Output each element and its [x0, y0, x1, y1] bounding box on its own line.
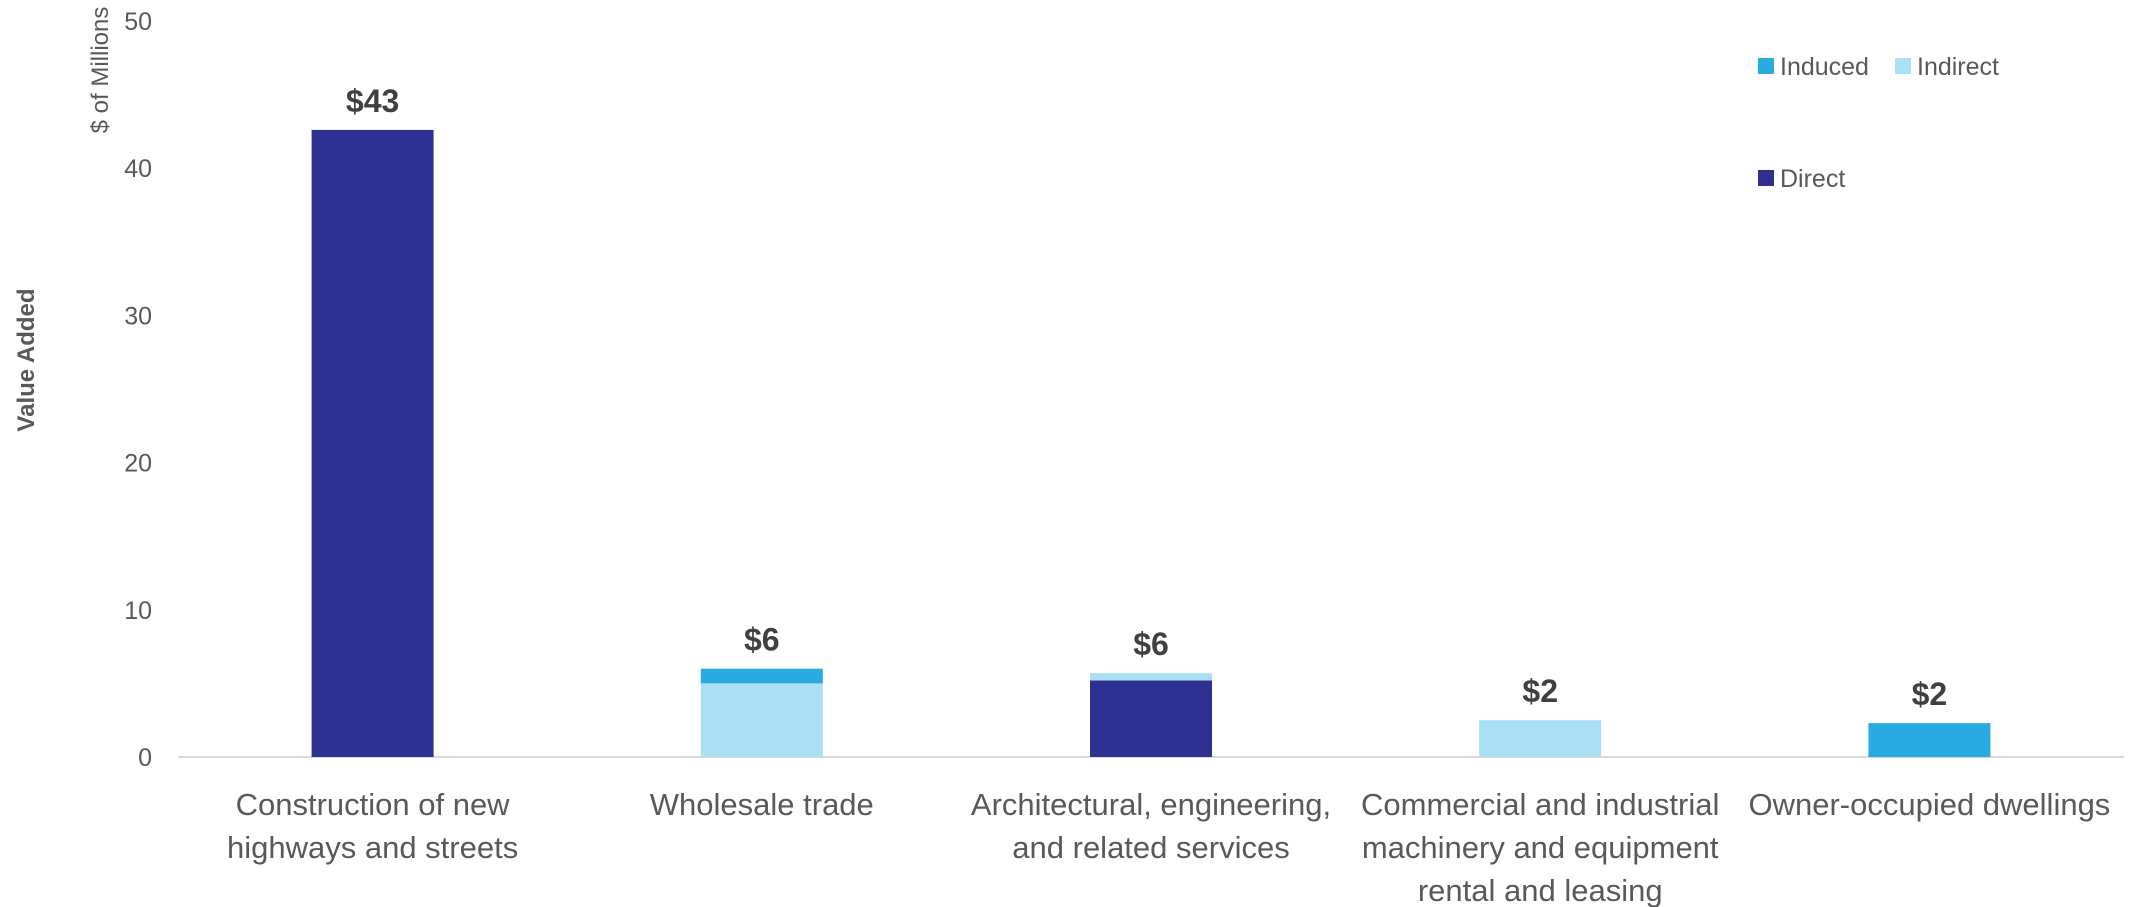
legend-label-indirect: Indirect: [1917, 53, 1999, 81]
category-labels: Construction of new highways and streets W…: [227, 787, 2110, 907]
legend-swatch-induced: [1758, 58, 1774, 74]
category-label: and related services: [1012, 830, 1289, 865]
bar-segment-indirect: [1479, 720, 1602, 757]
category-label: machinery and equipment: [1362, 830, 1719, 865]
bar-data-label: $6: [1133, 626, 1169, 662]
y-axis-title: Value Added: [13, 288, 40, 431]
category-label: Owner-occupied dwellings: [1748, 787, 2110, 822]
legend-swatch-indirect: [1895, 58, 1911, 74]
category-label: Commercial and industrial: [1361, 787, 1719, 822]
bar-segment-indirect: [700, 683, 823, 757]
bar-segment-induced: [1868, 723, 1991, 757]
category-label: Wholesale trade: [650, 787, 874, 822]
bar-segment-indirect: [1090, 673, 1212, 681]
bars: [311, 129, 1991, 758]
category-label: rental and leasing: [1418, 873, 1663, 907]
legend-swatch-direct: [1758, 170, 1774, 186]
bar-data-label: $6: [744, 622, 780, 658]
y-tick-label: 40: [124, 155, 152, 183]
bar-data-label: $43: [346, 83, 399, 119]
category-label: Construction of new: [236, 787, 511, 822]
bar-data-label: $2: [1912, 676, 1948, 712]
legend-label-induced: Induced: [1780, 53, 1869, 81]
bar-segment-induced: [700, 668, 823, 684]
bar-data-label: $2: [1522, 673, 1558, 709]
category-label: highways and streets: [227, 830, 518, 865]
y-axis-unit-label: $ of Millions: [87, 7, 114, 134]
legend-label-direct: Direct: [1780, 165, 1845, 193]
legend: Induced Indirect Direct: [1758, 53, 1999, 193]
y-axis-ticks: 0 10 20 30 40 50: [124, 8, 152, 772]
bar-segment-direct: [1090, 680, 1212, 757]
category-label: Architectural, engineering,: [971, 787, 1331, 822]
y-tick-label: 20: [124, 450, 152, 478]
bar-segment-direct: [311, 129, 434, 758]
data-labels: $43 $6 $6 $2 $2: [346, 83, 1947, 712]
y-tick-label: 0: [138, 744, 152, 772]
y-tick-label: 10: [124, 597, 152, 625]
y-tick-label: 30: [124, 302, 152, 330]
y-tick-label: 50: [124, 8, 152, 36]
